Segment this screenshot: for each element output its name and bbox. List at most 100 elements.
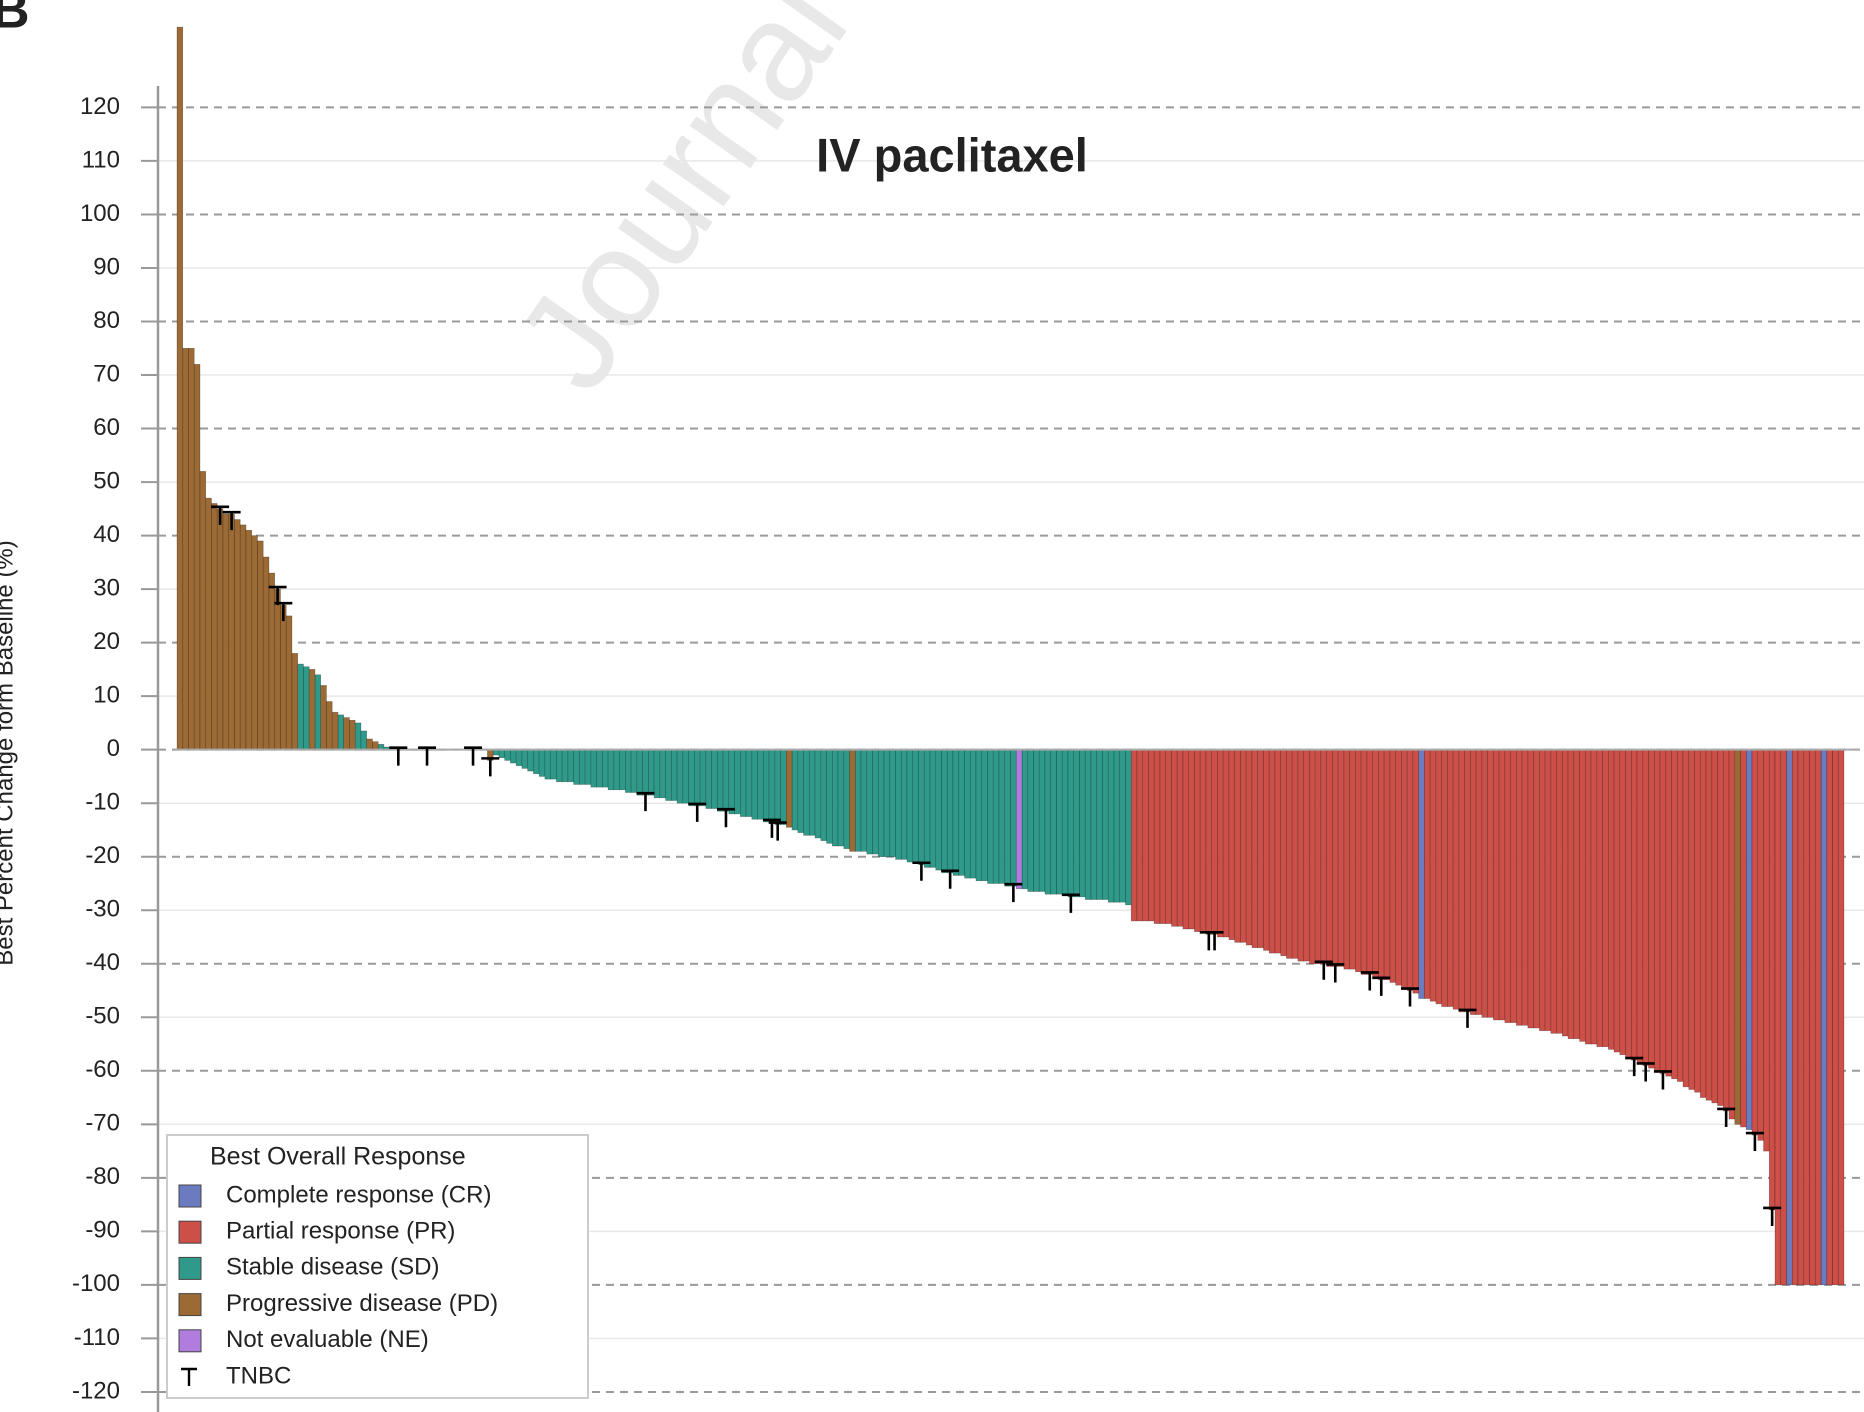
bar [1130,749,1138,922]
tnbc-marker [1717,1107,1736,1127]
tnbc-marker [688,802,707,822]
bar [1677,749,1684,1082]
bar [1033,749,1040,892]
bar [964,749,971,879]
bar [1475,749,1483,1015]
bar [935,749,942,871]
bar [251,535,258,750]
bar [1608,749,1615,1050]
bar [740,749,747,817]
bar [768,749,776,823]
bar [337,714,344,750]
bar [952,749,960,876]
bar [1740,749,1747,1128]
bar [1113,749,1121,903]
bar [521,749,528,769]
y-tick-label: 30 [93,574,120,601]
bar [1659,749,1667,1074]
bar [745,749,753,817]
bar [176,26,184,750]
tnbc-marker [274,601,293,622]
bar [1263,749,1270,951]
bar [1280,749,1287,957]
bar [1228,749,1235,940]
bar [1257,749,1264,949]
bar [1309,749,1316,965]
legend-title: Best Overall Response [210,1143,466,1171]
y-tick-label: -100 [72,1270,120,1297]
bar [550,749,557,780]
bar [1791,749,1799,1286]
bar [1027,749,1034,892]
bar [809,749,816,836]
bar [613,749,620,791]
tnbc-marker [1458,1008,1477,1028]
bar [1809,749,1816,1286]
bar [1015,749,1023,890]
bar [1458,749,1465,1013]
bar [814,749,822,839]
bar [642,749,649,796]
bar [1705,749,1713,1101]
bar [1786,749,1793,1286]
bar [1102,749,1109,900]
legend-swatch [178,1220,202,1244]
tnbc-marker [716,807,735,828]
bar [1631,749,1638,1061]
bar [285,615,293,750]
bar [728,749,735,815]
bar [619,749,626,791]
bar [872,749,879,855]
bar [1004,749,1011,887]
legend-label: Not evaluable (NE) [226,1326,429,1353]
bar [354,722,362,750]
bar [1084,749,1092,900]
bar [222,513,230,750]
y-tick-label: -90 [85,1217,120,1244]
bar [1556,749,1563,1034]
bar [877,749,885,858]
bar [1832,749,1839,1286]
bar [665,749,672,801]
bar [854,749,862,852]
bar [1314,749,1322,965]
bar [1579,749,1586,1042]
bar [343,717,350,750]
bar [188,347,195,750]
bar [1487,749,1494,1018]
bar [763,749,770,823]
bar [1550,749,1557,1034]
y-tick-label: 40 [93,521,120,548]
tnbc-marker [1061,893,1080,913]
bar [1711,749,1718,1104]
bar [832,749,839,847]
bar [992,749,1000,884]
bar [1544,749,1552,1031]
bar [780,749,787,825]
bar [987,749,994,884]
bar [1090,749,1098,900]
bar [1826,749,1833,1286]
bar [268,572,276,750]
bar [630,749,638,793]
bar [1516,749,1523,1026]
y-tick-label: -10 [85,789,120,816]
bar [1320,749,1327,965]
bar [860,749,868,852]
tnbc-marker [1401,987,1420,1007]
bar [308,669,316,750]
bar [969,749,977,879]
bar [1326,749,1333,967]
bar [1429,749,1437,1002]
tnbc-marker [1360,971,1379,991]
bar [1757,749,1764,1141]
bar [889,749,896,858]
bar [1107,749,1115,903]
bar [366,738,373,750]
bar [912,749,919,863]
bar [843,749,850,849]
bar [1337,749,1345,967]
bar [786,749,793,828]
tnbc-marker [389,746,408,766]
